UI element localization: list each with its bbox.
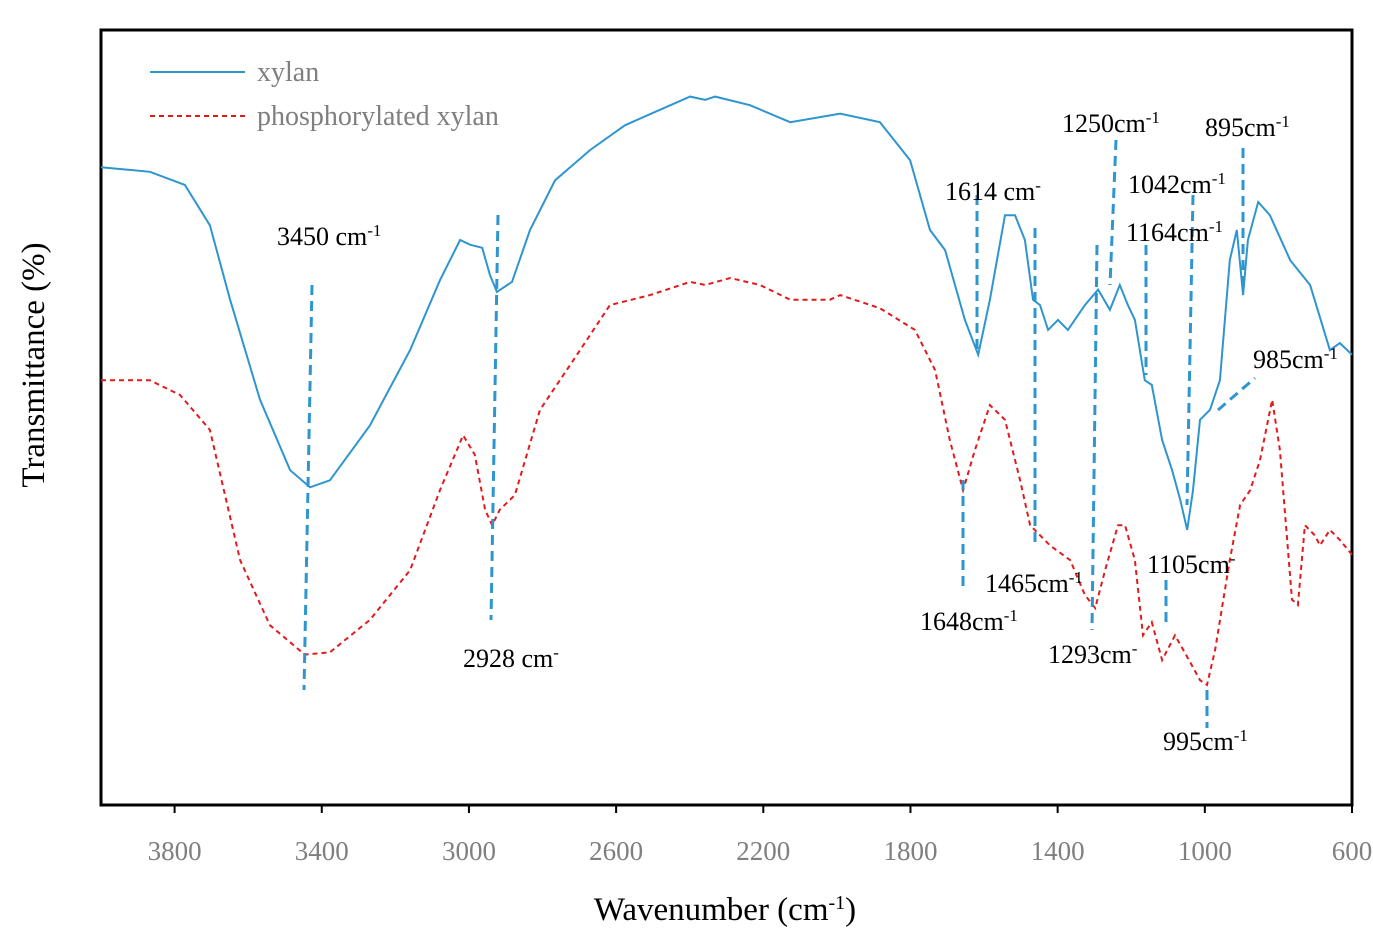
annotation-sup: - (1230, 549, 1236, 568)
annotation: 995cm-1 (1163, 726, 1248, 757)
annotation-line (1185, 194, 1195, 506)
annotation-sup: -1 (1004, 606, 1018, 625)
annotation: 1042cm-1 (1128, 169, 1226, 200)
x-tick-label: 1800 (883, 836, 937, 866)
legend-label: phosphorylated xylan (257, 101, 499, 132)
series-line (101, 276, 1353, 687)
x-axis-label: Wavenumber (cm-1) (594, 892, 856, 928)
annotation-sup: -1 (1146, 108, 1160, 127)
annotation-sup: -1 (1209, 217, 1223, 236)
annotation: 1105cm- (1147, 549, 1236, 580)
annotation: 1164cm-1 (1126, 217, 1223, 248)
x-tick-label: 2200 (736, 836, 790, 866)
annotation-text: 1250cm (1062, 109, 1146, 138)
annotation-sup: -1 (1234, 726, 1248, 745)
annotation: 1250cm-1 (1062, 108, 1160, 139)
annotation: 1465cm-1 (985, 568, 1083, 599)
annotation-text: 1648cm (920, 607, 1004, 636)
x-tick-label: 1400 (1031, 836, 1085, 866)
plot-frame (99, 28, 1354, 807)
x-tick-label: 1000 (1178, 836, 1232, 866)
annotation-sup: - (1035, 176, 1041, 195)
annotation-line (489, 214, 500, 621)
annotation-sup: -1 (1324, 344, 1338, 363)
x-tick-label: 3800 (148, 836, 202, 866)
annotation-sup: -1 (1212, 169, 1226, 188)
annotation-text: 1614 cm (945, 177, 1035, 206)
x-axis-label-text: Wavenumber (cm (594, 892, 829, 928)
annotation-line (1090, 244, 1099, 631)
x-tick-label: 2600 (589, 836, 643, 866)
annotation-text: 985cm (1253, 345, 1324, 374)
x-tick-label: 3400 (295, 836, 349, 866)
annotation-line (1217, 376, 1256, 412)
x-axis-label-tail: ) (845, 892, 856, 928)
annotation-text: 2928 cm (463, 644, 553, 673)
annotation: 1648cm-1 (920, 606, 1018, 637)
annotation-text: 1465cm (985, 569, 1069, 598)
annotation-sup: -1 (367, 221, 381, 240)
annotation-text: 1164cm (1126, 218, 1209, 247)
annotation-line (1108, 139, 1118, 286)
annotation-sup: -1 (1276, 112, 1290, 131)
annotation-text: 3450 cm (277, 222, 367, 251)
annotation-sup: -1 (1069, 568, 1083, 587)
x-axis-label-sup: -1 (829, 892, 846, 914)
y-axis-label: Transmittance (%) (16, 242, 52, 487)
annotation: 1293cm- (1048, 639, 1138, 670)
annotation: 2928 cm- (463, 643, 559, 674)
annotation-text: 995cm (1163, 727, 1234, 756)
annotation-line (302, 284, 314, 691)
x-tick-label: 600 (1332, 836, 1373, 866)
annotation: 985cm-1 (1253, 344, 1338, 375)
annotation: 1614 cm- (945, 176, 1041, 207)
annotation-text: 1105cm (1147, 550, 1230, 579)
annotation-text: 1293cm (1048, 640, 1132, 669)
annotation: 3450 cm-1 (277, 221, 381, 252)
annotation-sup: - (553, 643, 559, 662)
legend-label: xylan (257, 57, 319, 88)
x-tick-label: 3000 (442, 836, 496, 866)
annotation-text: 895cm (1205, 113, 1276, 142)
annotation-sup: - (1132, 639, 1138, 658)
annotation: 895cm-1 (1205, 112, 1290, 143)
series-line (100, 95, 1353, 531)
annotation-text: 1042cm (1128, 170, 1212, 199)
